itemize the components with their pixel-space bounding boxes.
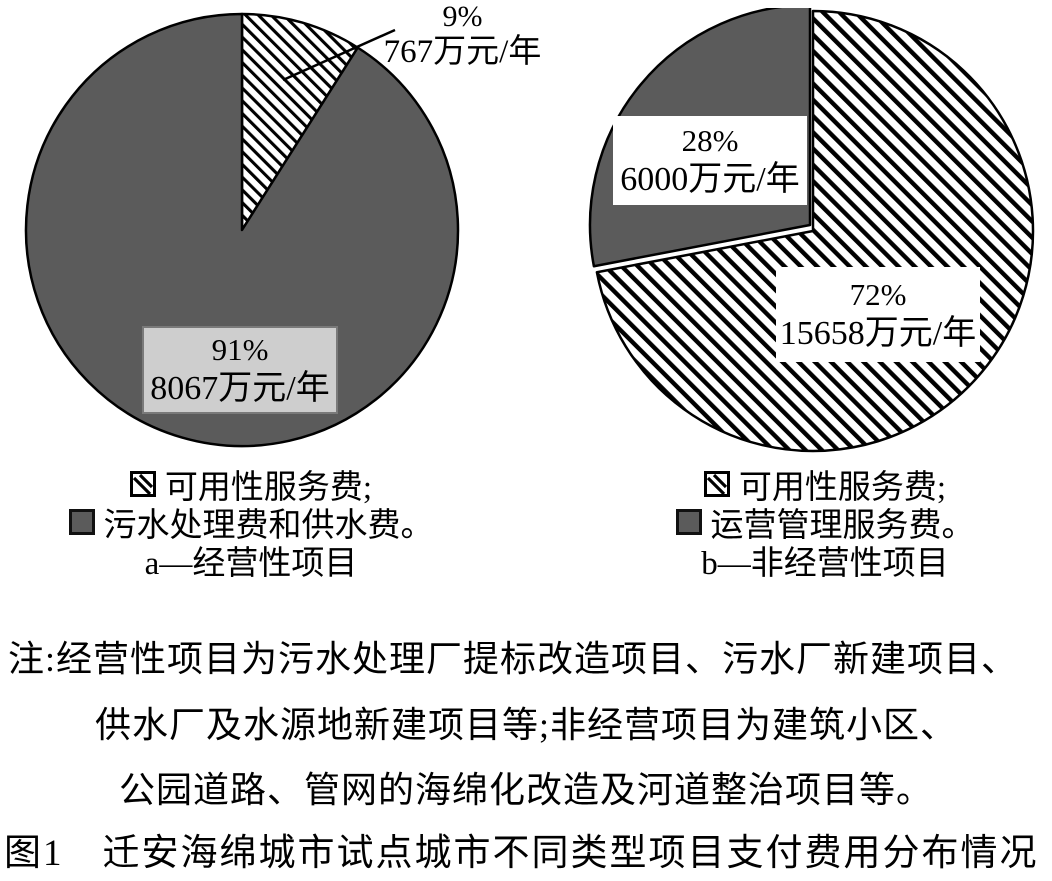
note-line: 供水厂及水源地新建项目等;非经营项目为建筑小区、 (94, 705, 957, 745)
pie-a-slice-0 (240, 12, 359, 232)
legend-item: 污水处理费和供水费。 (68, 503, 434, 544)
legend-item-label: 可用性服务费; (164, 470, 373, 506)
pie-a-slice-1 (24, 12, 460, 448)
subchart-a-title: a—经营性项目 (144, 546, 358, 582)
hatched-swatch-icon (703, 471, 730, 497)
value-label: 767万元/年 (383, 34, 542, 70)
legend-item-label: 污水处理费和供水费。 (103, 508, 434, 544)
percent-label: 91% (211, 332, 269, 367)
pie-b-hatched-slice-label-box: 72% 15658万元/年 (776, 267, 980, 362)
note-line: 注:经营性项目为污水处理厂提标改造项目、污水厂新建项目、 (8, 639, 1019, 679)
pie-chart-a (24, 12, 460, 448)
legend-item: 可用性服务费; (129, 465, 372, 506)
legend-item-label: 可用性服务费; (738, 470, 947, 506)
gray-swatch-icon (68, 509, 95, 535)
legend-item-label: 运营管理服务费。 (710, 508, 975, 544)
pie-chart-b (588, 8, 1035, 453)
hatched-swatch-icon (129, 471, 156, 497)
leader-line-pie-a (282, 28, 396, 82)
subchart-b-title: b—非经营性项目 (701, 546, 949, 582)
pie-b-slices (588, 8, 1035, 453)
legend-pie-b: 可用性服务费; 运营管理服务费。 b—非经营性项目 (578, 465, 1052, 582)
legend-pie-a: 可用性服务费; 污水处理费和供水费。 a—经营性项目 (6, 465, 496, 582)
legend-item: 运营管理服务费。 (675, 503, 975, 544)
value-label: 8067万元/年 (150, 370, 330, 407)
figure-caption: 图1 迁安海绵城市试点城市不同类型项目支付费用分布情况 (4, 833, 1039, 874)
value-label: 6000万元/年 (620, 160, 800, 198)
percent-label: 72% (849, 276, 907, 312)
pie-a-slices (24, 12, 460, 448)
note-line: 公园道路、管网的海绵化改造及河道整治项目等。 (118, 770, 933, 810)
pie-a-major-slice-label-box: 91% 8067万元/年 (142, 326, 338, 414)
percent-label: 28% (681, 122, 739, 158)
pie-a-small-slice-label: 9% 767万元/年 (345, 0, 580, 71)
legend-item: 可用性服务费; (703, 465, 946, 506)
value-label: 15658万元/年 (779, 314, 977, 352)
percent-label: 9% (442, 0, 483, 33)
pie-b-gray-slice-label-box: 28% 6000万元/年 (613, 116, 807, 205)
gray-swatch-icon (675, 509, 702, 535)
